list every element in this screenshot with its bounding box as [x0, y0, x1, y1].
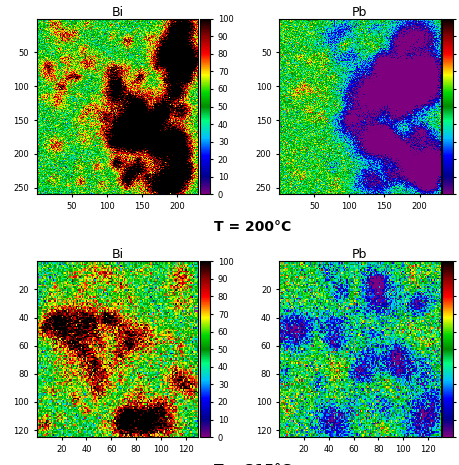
Title: Pb: Pb	[352, 248, 368, 261]
Text: T = 200°C: T = 200°C	[214, 220, 291, 234]
Title: Bi: Bi	[112, 248, 123, 261]
Text: T = 315°C: T = 315°C	[214, 463, 291, 465]
Title: Pb: Pb	[352, 6, 368, 19]
Title: Bi: Bi	[112, 6, 123, 19]
